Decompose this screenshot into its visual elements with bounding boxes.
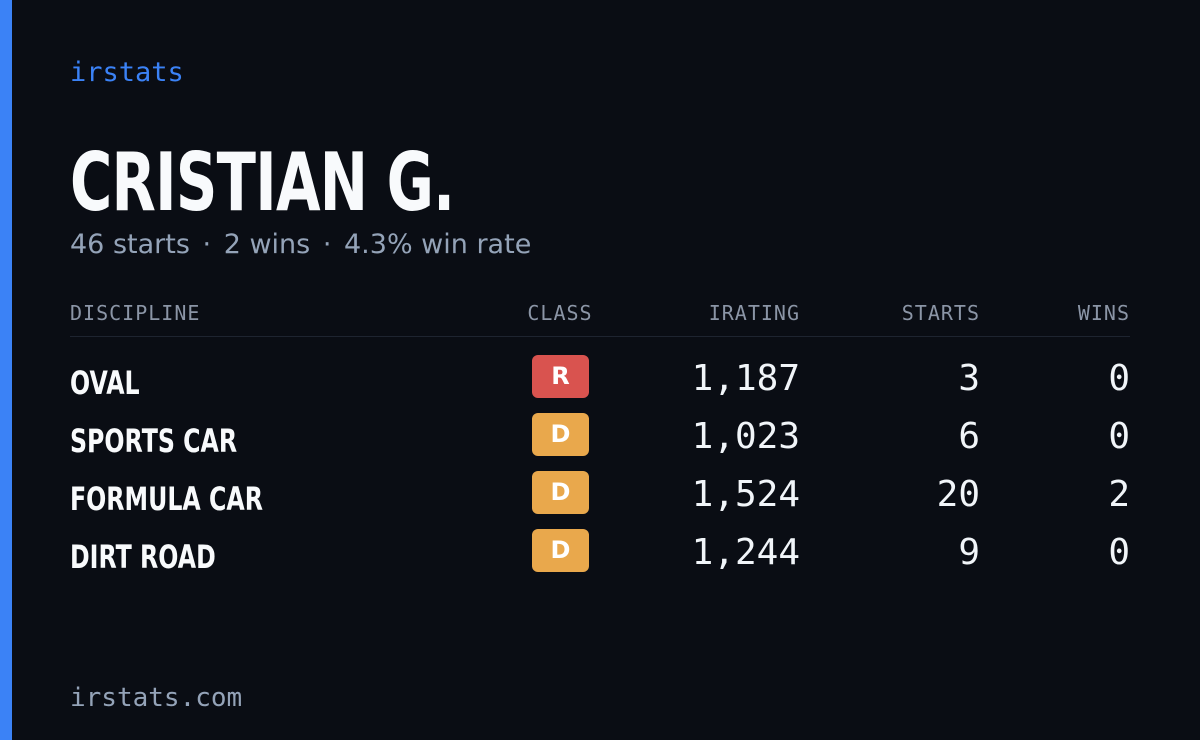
discipline-cell: DIRT ROAD: [70, 538, 216, 576]
irating-cell: 1,187: [691, 358, 800, 399]
header-starts: STARTS: [901, 301, 980, 325]
table-row: DIRT ROAD D 1,244 9 0: [70, 527, 1130, 585]
class-badge: D: [532, 413, 589, 456]
separator-1: ·: [202, 229, 212, 260]
discipline-cell: FORMULA CAR: [70, 480, 263, 518]
wins-summary: 2 wins: [223, 229, 311, 260]
irating-cell: 1,023: [691, 416, 800, 457]
class-badge: R: [532, 355, 589, 398]
class-badge: D: [532, 529, 589, 572]
starts-cell: 9: [958, 532, 980, 573]
class-badge: D: [532, 471, 589, 514]
table-row: OVAL R 1,187 3 0: [70, 353, 1130, 411]
win-rate-summary: 4.3% win rate: [344, 229, 532, 260]
starts-summary: 46 starts: [70, 229, 190, 260]
header-class: CLASS: [527, 301, 593, 325]
separator-2: ·: [322, 229, 332, 260]
irating-cell: 1,244: [691, 532, 800, 573]
table-row: SPORTS CAR D 1,023 6 0: [70, 411, 1130, 469]
wins-cell: 2: [1108, 474, 1130, 515]
table-body: OVAL R 1,187 3 0 SPORTS CAR D 1,023 6 0 …: [70, 337, 1130, 585]
header-wins: WINS: [1077, 301, 1130, 325]
starts-cell: 3: [958, 358, 980, 399]
header-irating: IRATING: [708, 301, 800, 325]
header-discipline: DISCIPLINE: [70, 301, 201, 325]
wins-cell: 0: [1108, 358, 1130, 399]
wins-cell: 0: [1108, 532, 1130, 573]
starts-cell: 20: [936, 474, 980, 515]
brand-logo: irstats: [70, 57, 184, 88]
discipline-cell: OVAL: [70, 364, 140, 402]
wins-cell: 0: [1108, 416, 1130, 457]
table-header: DISCIPLINE CLASS IRATING STARTS WINS: [70, 300, 1130, 337]
driver-summary: 46 starts · 2 wins · 4.3% win rate: [70, 228, 531, 262]
accent-bar: [0, 0, 12, 740]
starts-cell: 6: [958, 416, 980, 457]
driver-name: CRISTIAN G.: [70, 136, 455, 229]
irating-cell: 1,524: [691, 474, 800, 515]
table-row: FORMULA CAR D 1,524 20 2: [70, 469, 1130, 527]
discipline-cell: SPORTS CAR: [70, 422, 238, 460]
footer-url: irstats.com: [70, 683, 243, 713]
stats-table: DISCIPLINE CLASS IRATING STARTS WINS OVA…: [70, 300, 1130, 585]
